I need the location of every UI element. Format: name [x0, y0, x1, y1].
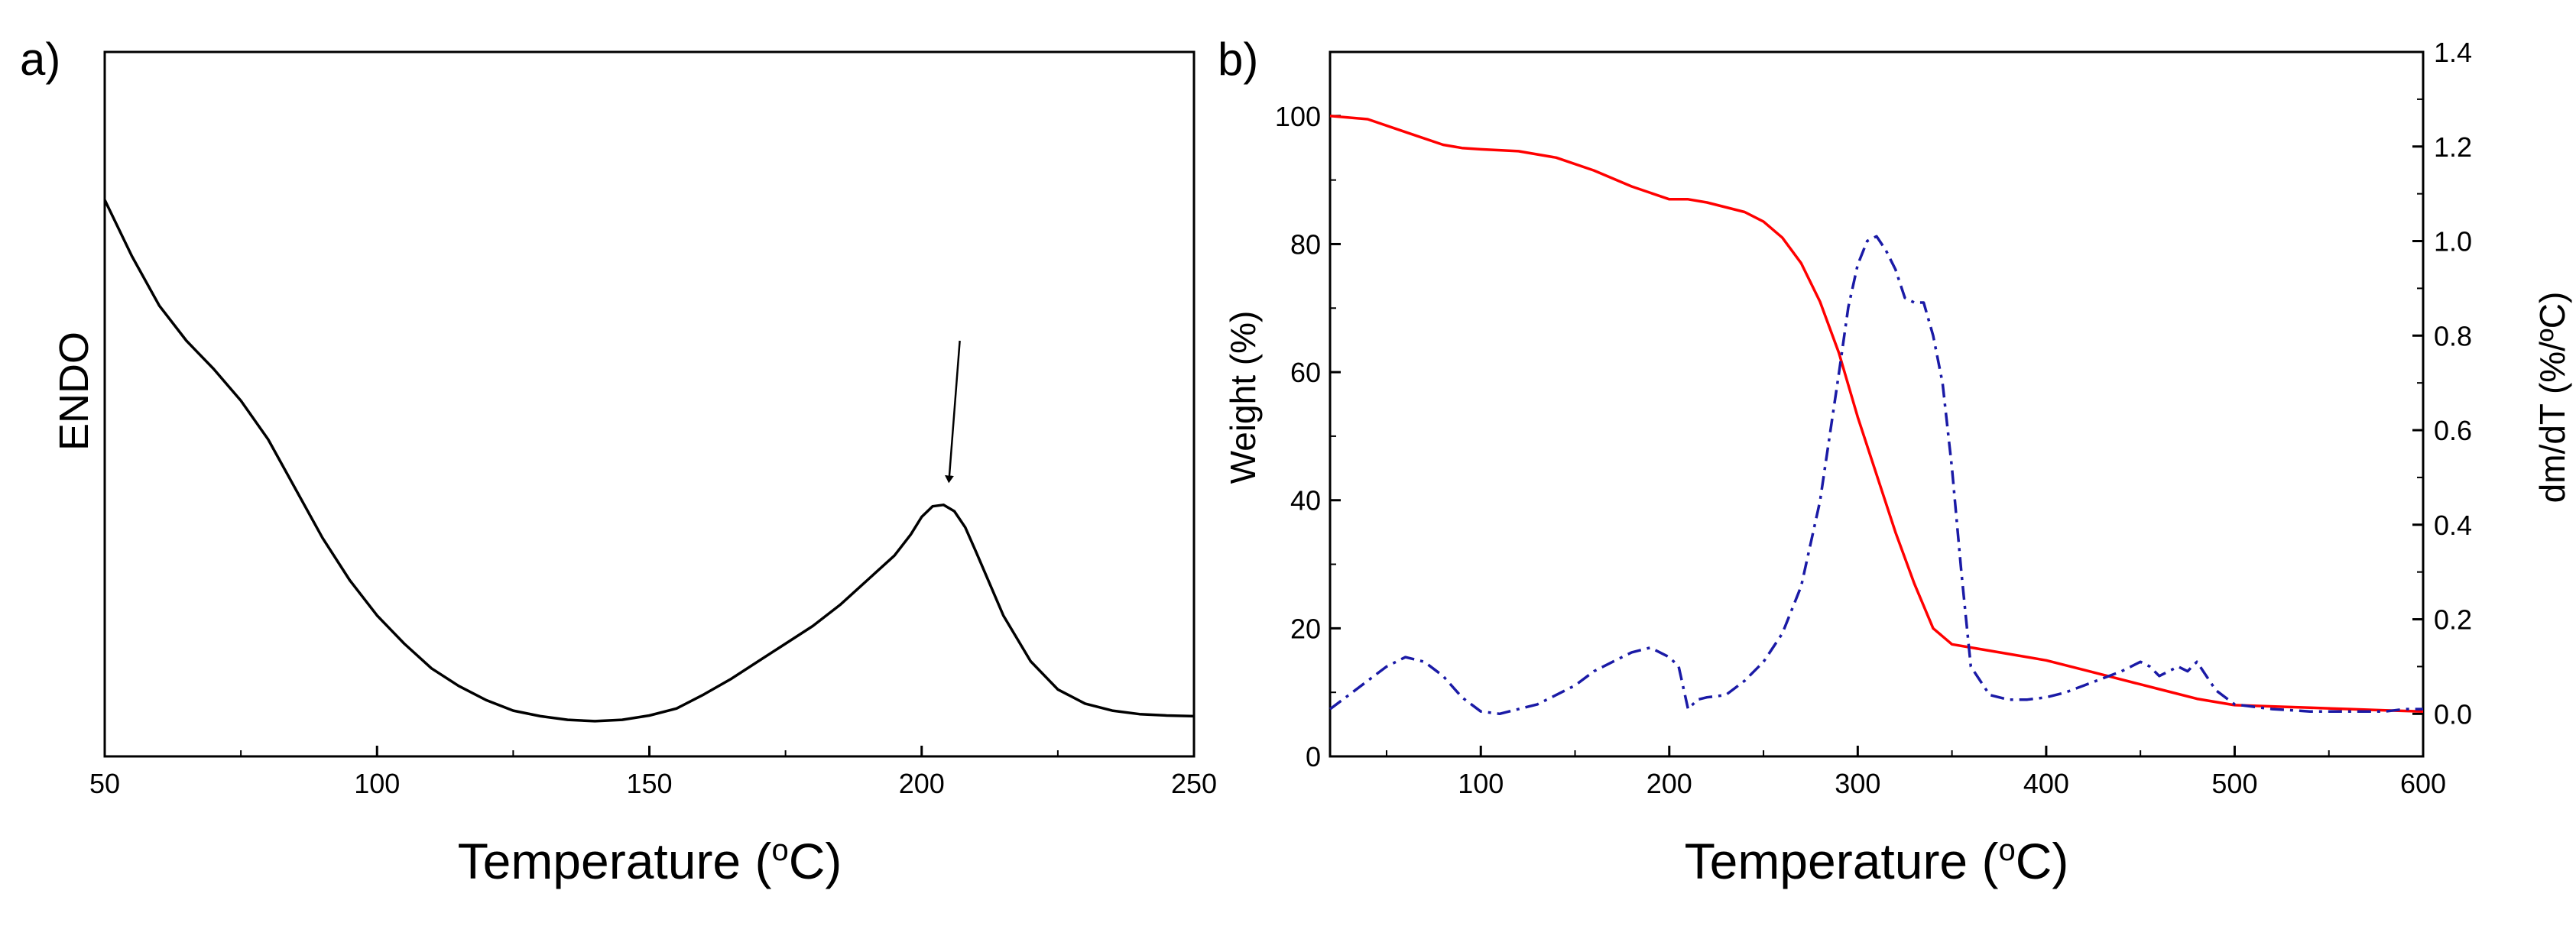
panel-a-letter: a)	[20, 34, 60, 85]
panel-b-plot-frame	[1329, 50, 2425, 758]
panel-b-ticks: 100 200 300 400 500 600 0 20 40 60 80 100 0.0 0.2 0.4 0…	[1275, 37, 2472, 799]
panel-b-left-y-tick-label: 60	[1290, 357, 1321, 388]
panel-b-x-title-sup: o	[1998, 834, 2015, 867]
panel-a-x-title-unit: C)	[789, 833, 842, 889]
panel-a-x-tick-label: 100	[354, 768, 400, 799]
panel-b-left-y-tick-label: 80	[1290, 228, 1321, 260]
panel-b-left-y-tick-label: 100	[1275, 101, 1321, 132]
panel-b-right-y-tick-label: 0.8	[2434, 320, 2472, 351]
panel-b-right-y-tick-label: 0.2	[2434, 604, 2472, 636]
panel-b-left-y-tick-label: 20	[1290, 613, 1321, 644]
panel-b-weight-series-line	[1329, 115, 2424, 714]
panel-b-x-tick-label: 600	[2400, 768, 2446, 799]
panel-a-x-title-sup: o	[771, 834, 788, 867]
panel-b-letter: b)	[1218, 34, 1258, 85]
panel-a-series-line	[103, 199, 1195, 723]
panel-b-right-y-tick-label: 1.2	[2434, 131, 2472, 163]
panel-b-right-y-tick-label: 0.6	[2434, 415, 2472, 446]
panel-a-annotations	[945, 340, 961, 484]
panel-a-dsc-chart: a) 50 100 150 200 250 ENDO Temperature (oC)	[20, 34, 1217, 889]
panel-a-peak-arrow	[945, 340, 961, 484]
panel-b-right-y-axis-title: dm/dT (%/ºC)	[2532, 292, 2572, 503]
panel-b-right-y-tick-label: 0.0	[2434, 698, 2472, 730]
panel-b-x-tick-label: 100	[1458, 768, 1504, 799]
panel-b-x-tick-label: 500	[2211, 768, 2257, 799]
panel-b-right-y-tick-label: 0.4	[2434, 510, 2472, 541]
panel-b-right-y-tick-label: 1.0	[2434, 226, 2472, 257]
panel-b-x-tick-label: 400	[2023, 768, 2069, 799]
panel-a-plot-frame	[103, 50, 1196, 758]
panel-a-series	[103, 199, 1195, 723]
panel-b-x-tick-label: 300	[1835, 768, 1880, 799]
panel-a-x-tick-label: 250	[1171, 768, 1217, 799]
panel-b-tga-chart: b) 100 200 300 400 500 600 0 20 40 60 80 100 0.0 0.2 0…	[1218, 34, 2572, 889]
panel-a-x-tick-label: 50	[89, 768, 120, 799]
panel-a-x-tick-label: 200	[899, 768, 945, 799]
panel-a-x-ticks: 50 100 150 200 250	[89, 746, 1217, 799]
panel-b-left-y-tick-label: 40	[1290, 485, 1321, 516]
panel-b-series	[1329, 115, 2424, 716]
panel-b-right-y-tick-label: 1.4	[2434, 37, 2472, 68]
panel-a-x-axis-title: Temperature (oC)	[458, 833, 842, 889]
panel-a-x-tick-label: 150	[626, 768, 672, 799]
panel-b-x-tick-label: 200	[1646, 768, 1692, 799]
panel-a-y-axis-title: ENDO	[51, 332, 97, 451]
panel-b-left-y-tick-label: 0	[1306, 741, 1321, 772]
panel-b-left-y-axis-title: Weight (%)	[1223, 311, 1263, 484]
panel-b-x-title-unit: C)	[2016, 833, 2069, 889]
panel-b-x-title-main: Temperature (	[1685, 833, 1999, 889]
panel-b-x-axis-title: Temperature (oC)	[1685, 833, 2069, 889]
panel-a-x-title-main: Temperature (	[458, 833, 772, 889]
panel-b-dmdt-series-line	[1329, 235, 2423, 716]
